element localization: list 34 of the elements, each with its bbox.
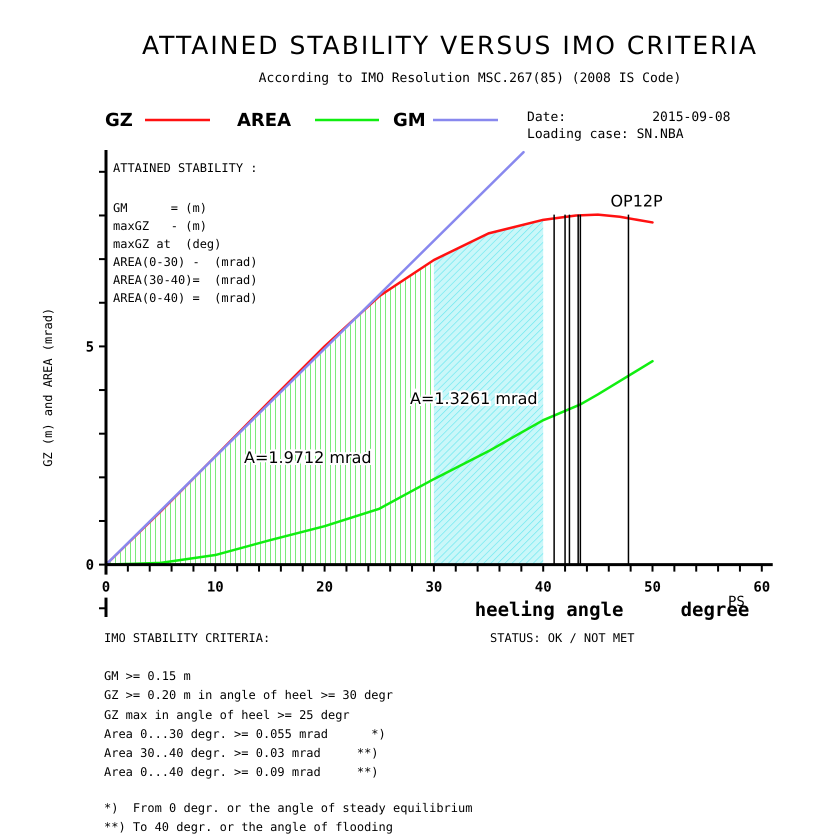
y-axis-title: GZ (m) and AREA (mrad)	[41, 308, 55, 467]
annotation: maxGZ at (deg)	[113, 237, 222, 251]
text: Date: 2015-09-08	[527, 110, 730, 125]
text: **) To 40 degr. or the angle of flooding	[104, 820, 393, 834]
text: GM >= 0.15 m	[104, 669, 191, 683]
ref-line-label: OP12P	[610, 192, 664, 211]
text: IMO STABILITY CRITERIA:	[104, 631, 270, 645]
x-tick-label: 20	[316, 580, 334, 596]
text: Area 0...30 degr. >= 0.055 mrad *)	[104, 727, 386, 741]
legend-label: AREA	[237, 110, 292, 131]
legend-label: GZ	[105, 110, 133, 131]
x-tick-label: 10	[206, 580, 224, 596]
chart-subtitle: According to IMO Resolution MSC.267(85) (2008 IS Code)	[258, 71, 682, 86]
text: Loading case: SN.NBA	[527, 127, 684, 142]
x-tick-label: 0	[102, 580, 110, 596]
text: STATUS: OK / NOT MET	[490, 631, 634, 645]
annotation: AREA(0-40) = (mrad)	[113, 291, 258, 305]
x-tick-label: 40	[534, 580, 552, 596]
chart-title: ATTAINED STABILITY VERSUS IMO CRITERIA	[142, 31, 758, 60]
text: *) From 0 degr. or the angle of steady equilibrium	[104, 801, 472, 815]
x-tick-label: 30	[425, 580, 442, 596]
y-tick-label: 5	[86, 339, 94, 356]
annotation: maxGZ - (m)	[113, 219, 207, 233]
annotation: GM = (m)	[113, 201, 207, 215]
text: GZ >= 0.20 m in angle of heel >= 30 degr	[104, 688, 393, 702]
text: Area 0...40 degr. >= 0.09 mrad **)	[104, 765, 379, 779]
text: GZ max in angle of heel >= 25 degr	[104, 708, 350, 722]
x-tick-label: 60	[753, 580, 770, 596]
annotation: AREA(30-40)= (mrad)	[113, 273, 258, 287]
annotation: AREA(0-30) - (mrad)	[113, 255, 258, 269]
text: Area 30..40 degr. >= 0.03 mrad **)	[104, 746, 379, 760]
x-tick-label: 50	[644, 580, 661, 596]
legend-label: GM	[393, 110, 426, 131]
annotation: ATTAINED STABILITY :	[113, 161, 258, 175]
